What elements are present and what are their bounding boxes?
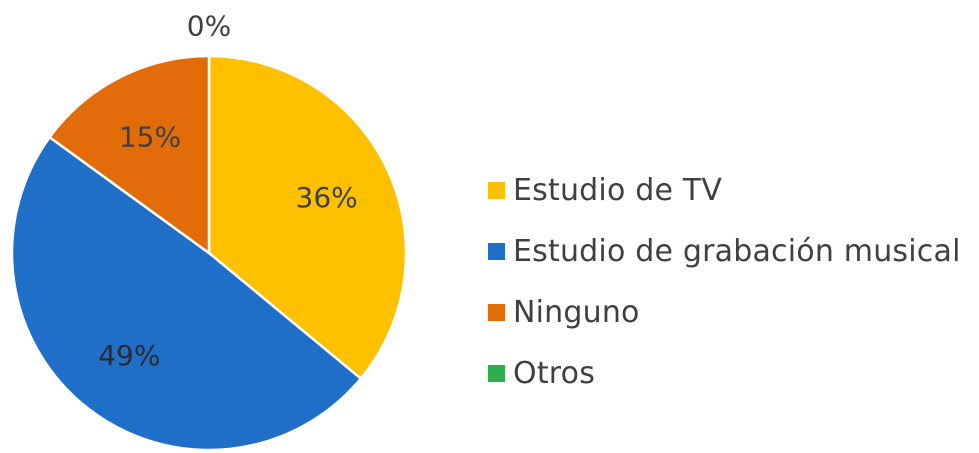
legend: Estudio de TV Estudio de grabación music… xyxy=(488,160,961,404)
data-label-otros: 0% xyxy=(187,10,231,43)
legend-swatch-estudio-grabacion xyxy=(488,243,505,260)
data-label-estudio-tv: 36% xyxy=(296,181,358,214)
legend-item-ninguno: Ninguno xyxy=(488,282,961,343)
data-label-ninguno: 15% xyxy=(119,121,181,154)
pie-slice-estudio-tv xyxy=(207,54,408,381)
legend-swatch-otros xyxy=(488,365,505,382)
legend-item-estudio-grabacion: Estudio de grabación musical xyxy=(488,221,961,282)
legend-label-estudio-grabacion: Estudio de grabación musical xyxy=(513,234,961,269)
legend-swatch-estudio-tv xyxy=(488,182,505,199)
legend-label-otros: Otros xyxy=(513,356,596,391)
pie-slice-ninguno xyxy=(47,54,211,256)
pie-slice-estudio-grabacion xyxy=(10,135,363,452)
legend-item-estudio-tv: Estudio de TV xyxy=(488,160,961,221)
legend-swatch-ninguno xyxy=(488,304,505,321)
legend-item-otros: Otros xyxy=(488,343,961,404)
data-label-estudio-grabacion: 49% xyxy=(98,339,160,372)
legend-label-ninguno: Ninguno xyxy=(513,295,640,330)
legend-label-estudio-tv: Estudio de TV xyxy=(513,173,723,208)
